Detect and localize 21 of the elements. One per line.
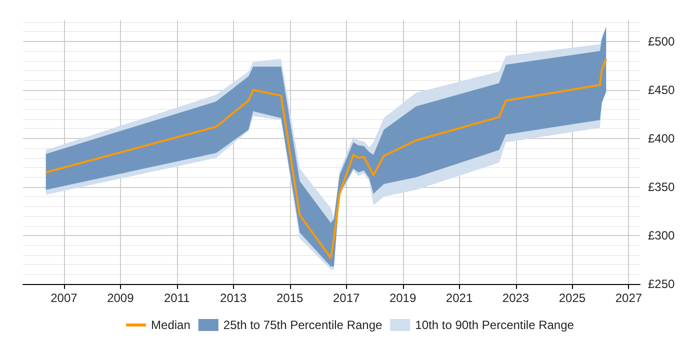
line-series <box>44 58 608 259</box>
x-tick-label: 2023 <box>502 291 530 305</box>
x-tick-label: 2027 <box>615 291 642 305</box>
x-tick-label: 2025 <box>558 291 586 305</box>
y-tick-label: £500 <box>648 34 676 48</box>
y-tick-label: £300 <box>648 228 676 242</box>
y-tick-label: £250 <box>648 277 676 291</box>
legend-label: 10th to 90th Percentile Range <box>415 318 574 332</box>
x-tick-label: 2007 <box>50 291 78 305</box>
legend-label: Median <box>151 318 190 332</box>
x-tick-label: 2019 <box>389 291 416 305</box>
legend-label: 25th to 75th Percentile Range <box>223 318 383 332</box>
x-tick-label: 2013 <box>220 291 248 305</box>
y-tick-label: £450 <box>648 82 676 97</box>
x-tick-label: 2009 <box>107 291 134 305</box>
x-tick-label: 2011 <box>164 291 190 305</box>
y-tick-label: £350 <box>648 180 676 194</box>
x-tick-label: 2021 <box>446 291 473 305</box>
x-tick-label: 2017 <box>332 291 360 305</box>
y-tick-label: £400 <box>648 131 676 146</box>
x-tick-label: 2015 <box>276 291 304 305</box>
